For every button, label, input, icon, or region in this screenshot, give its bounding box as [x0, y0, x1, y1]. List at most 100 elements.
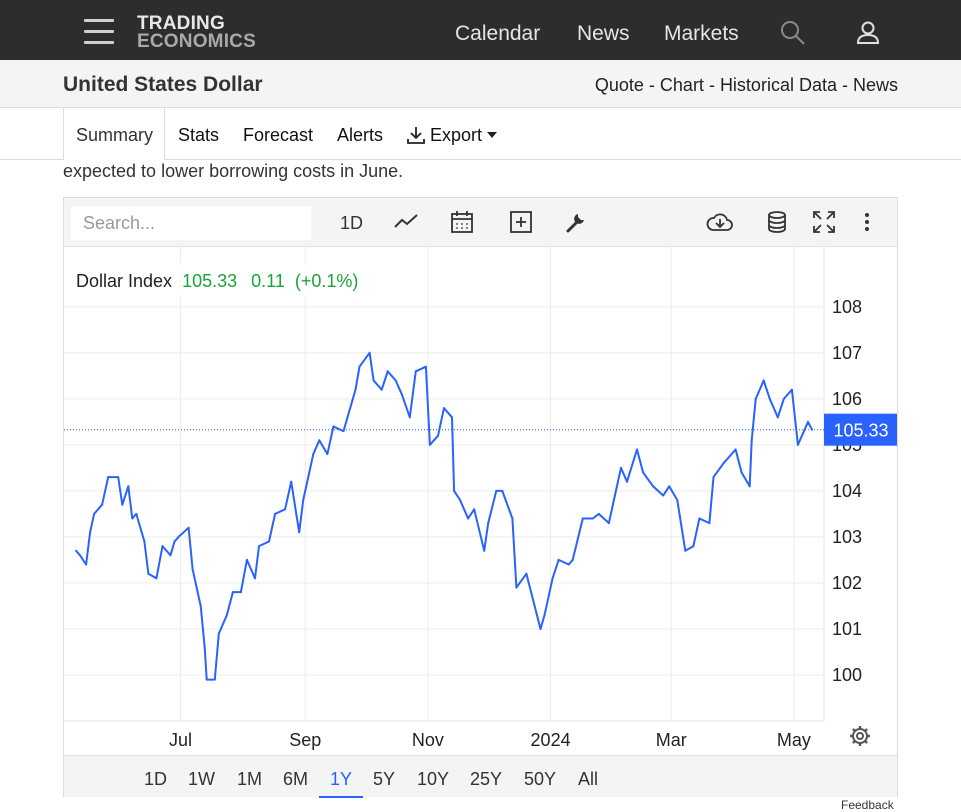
data-point — [258, 545, 260, 548]
wrench-icon[interactable] — [564, 210, 588, 234]
data-point — [776, 416, 779, 419]
range-25y[interactable]: 25Y — [470, 769, 503, 789]
data-point — [708, 522, 711, 525]
active-range-underline — [319, 796, 363, 798]
y-tick-label: 100 — [832, 665, 862, 685]
x-tick-label: Jul — [169, 730, 192, 750]
data-point — [501, 489, 504, 492]
time-range-bar: 1D 1W 1M 6M 1Y 5Y 10Y 25Y 50Y All — [64, 755, 897, 798]
data-point — [239, 591, 242, 594]
data-point — [662, 494, 665, 497]
tabs-bar: Summary Stats Forecast Alerts Export — [0, 108, 961, 160]
line-chart[interactable]: 100101102103104105106107108 JulSepNov202… — [64, 247, 897, 755]
range-all[interactable]: All — [578, 769, 599, 789]
menu-icon[interactable] — [84, 19, 114, 45]
range-1y[interactable]: 1Y — [330, 769, 353, 789]
range-1d[interactable]: 1D — [144, 769, 168, 789]
data-point — [245, 558, 248, 561]
data-point — [467, 517, 470, 520]
data-point — [437, 434, 439, 437]
data-point — [380, 388, 383, 391]
data-point — [698, 517, 701, 520]
cloud-download-icon[interactable] — [706, 210, 734, 234]
tab-forecast[interactable]: Forecast — [243, 125, 314, 145]
data-point — [302, 499, 305, 502]
y-tick-label: 101 — [832, 619, 862, 639]
data-point — [626, 480, 628, 483]
x-tick-label: Sep — [289, 730, 321, 750]
data-point — [740, 471, 743, 474]
tab-summary[interactable]: Summary — [76, 125, 154, 145]
data-point — [483, 549, 486, 552]
link-separator: - — [643, 75, 660, 95]
y-tick-label: 108 — [832, 297, 862, 317]
nav-calendar[interactable]: Calendar — [455, 22, 541, 45]
logo[interactable]: TRADING ECONOMICS — [137, 14, 256, 51]
data-point — [386, 370, 389, 373]
link-separator: - — [703, 75, 720, 95]
database-icon[interactable] — [766, 210, 788, 234]
link-historical-data[interactable]: Historical Data — [719, 75, 837, 95]
tab-export[interactable]: Export — [430, 125, 483, 145]
data-point — [668, 485, 671, 488]
range-5y[interactable]: 5Y — [373, 769, 396, 789]
range-50y[interactable]: 50Y — [524, 769, 557, 789]
data-point — [155, 577, 158, 580]
data-point — [453, 489, 456, 492]
more-options-icon[interactable] — [861, 210, 873, 234]
legend-background — [70, 263, 346, 297]
data-point — [135, 512, 138, 515]
data-points — [75, 351, 813, 681]
feedback-link[interactable]: Feedback — [841, 798, 894, 812]
legend-change-pct: (+0.1%) — [295, 271, 359, 291]
interval-button[interactable]: 1D — [340, 213, 364, 233]
data-point — [620, 466, 622, 469]
data-point — [199, 605, 202, 607]
y-tick-label: 102 — [832, 573, 862, 593]
data-point — [400, 393, 403, 396]
link-news[interactable]: News — [852, 75, 898, 95]
caret-down-icon — [487, 132, 497, 138]
data-point — [676, 499, 679, 502]
article-snippet: expected to lower borrowing costs in Jun… — [63, 161, 404, 181]
data-point — [473, 508, 476, 511]
search-icon[interactable] — [780, 20, 806, 46]
user-icon[interactable] — [855, 20, 881, 46]
link-chart[interactable]: Chart — [659, 75, 704, 95]
range-1w[interactable]: 1W — [188, 769, 215, 789]
link-quote[interactable]: Quote — [594, 75, 644, 95]
data-point — [443, 407, 445, 410]
data-point — [147, 572, 150, 575]
data-point — [213, 678, 216, 681]
tab-stats[interactable]: Stats — [178, 125, 220, 145]
data-point — [811, 428, 813, 431]
tab-alerts[interactable]: Alerts — [337, 125, 384, 145]
x-tick-label: May — [777, 730, 811, 750]
line-style-icon[interactable] — [393, 210, 419, 234]
range-6m[interactable]: 6M — [283, 769, 309, 789]
data-point — [117, 476, 120, 479]
data-point — [342, 430, 345, 433]
chart-toolbar: 1D — [64, 198, 897, 247]
data-point — [79, 554, 81, 557]
data-point — [85, 563, 88, 566]
range-10y[interactable]: 10Y — [417, 769, 450, 789]
data-point — [459, 499, 462, 502]
data-point — [203, 646, 206, 649]
nav-news[interactable]: News — [577, 22, 630, 45]
data-point — [354, 388, 357, 391]
symbol-search-input[interactable] — [71, 206, 311, 240]
data-point — [187, 526, 190, 529]
nav-markets[interactable]: Markets — [664, 22, 739, 45]
fullscreen-icon[interactable] — [812, 210, 836, 234]
x-tick-label: 2024 — [531, 730, 571, 750]
data-point — [274, 512, 277, 515]
data-point — [539, 628, 542, 630]
calendar-icon[interactable] — [450, 210, 474, 234]
range-1m[interactable]: 1M — [237, 769, 263, 789]
add-indicator-icon[interactable] — [509, 210, 533, 234]
data-point — [591, 517, 594, 520]
settings-gear-icon[interactable] — [850, 726, 870, 746]
data-point — [790, 388, 793, 391]
legend-series-name: Dollar Index — [76, 271, 172, 291]
